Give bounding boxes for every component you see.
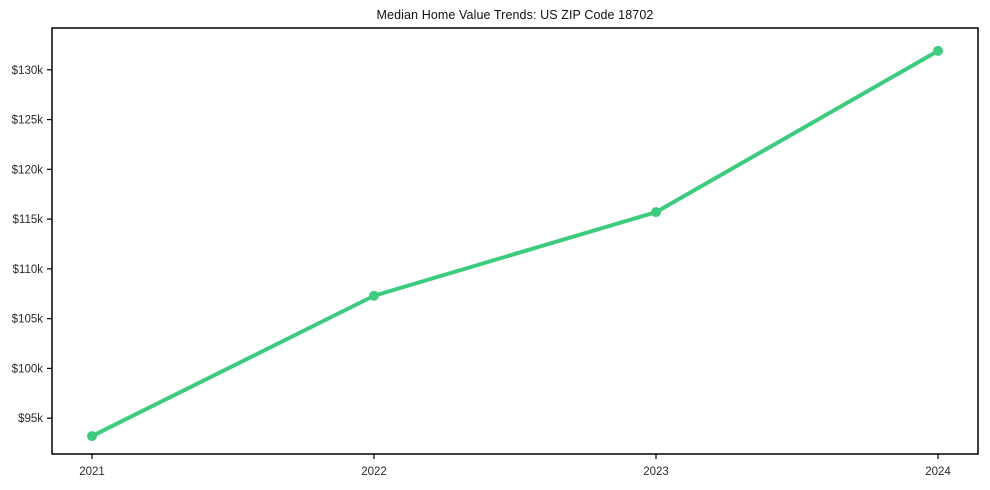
x-tick-label: 2024	[925, 466, 951, 478]
y-tick-label: $120k	[12, 164, 44, 176]
trend-line	[90, 48, 940, 439]
y-tick-label: $125k	[12, 115, 44, 127]
y-tick-label: $105k	[12, 314, 44, 326]
y-tick-label: $100k	[12, 363, 44, 375]
x-tick-label: 2022	[361, 466, 387, 478]
data-point-2024	[933, 45, 943, 56]
data-point-2021	[87, 431, 97, 442]
y-tick-label: $115k	[13, 214, 44, 226]
data-point-2022	[369, 290, 379, 301]
y-tick-label: $110k	[13, 264, 44, 276]
x-tick-label: 2023	[643, 466, 669, 478]
x-tick-label: 2021	[79, 466, 105, 478]
plot-border	[51, 27, 979, 455]
y-tick-label: $130k	[12, 65, 44, 77]
data-point-2023	[651, 207, 661, 218]
chart-title: Median Home Value Trends: US ZIP Code 18…	[376, 8, 654, 22]
y-tick-label: $95k	[18, 413, 43, 425]
